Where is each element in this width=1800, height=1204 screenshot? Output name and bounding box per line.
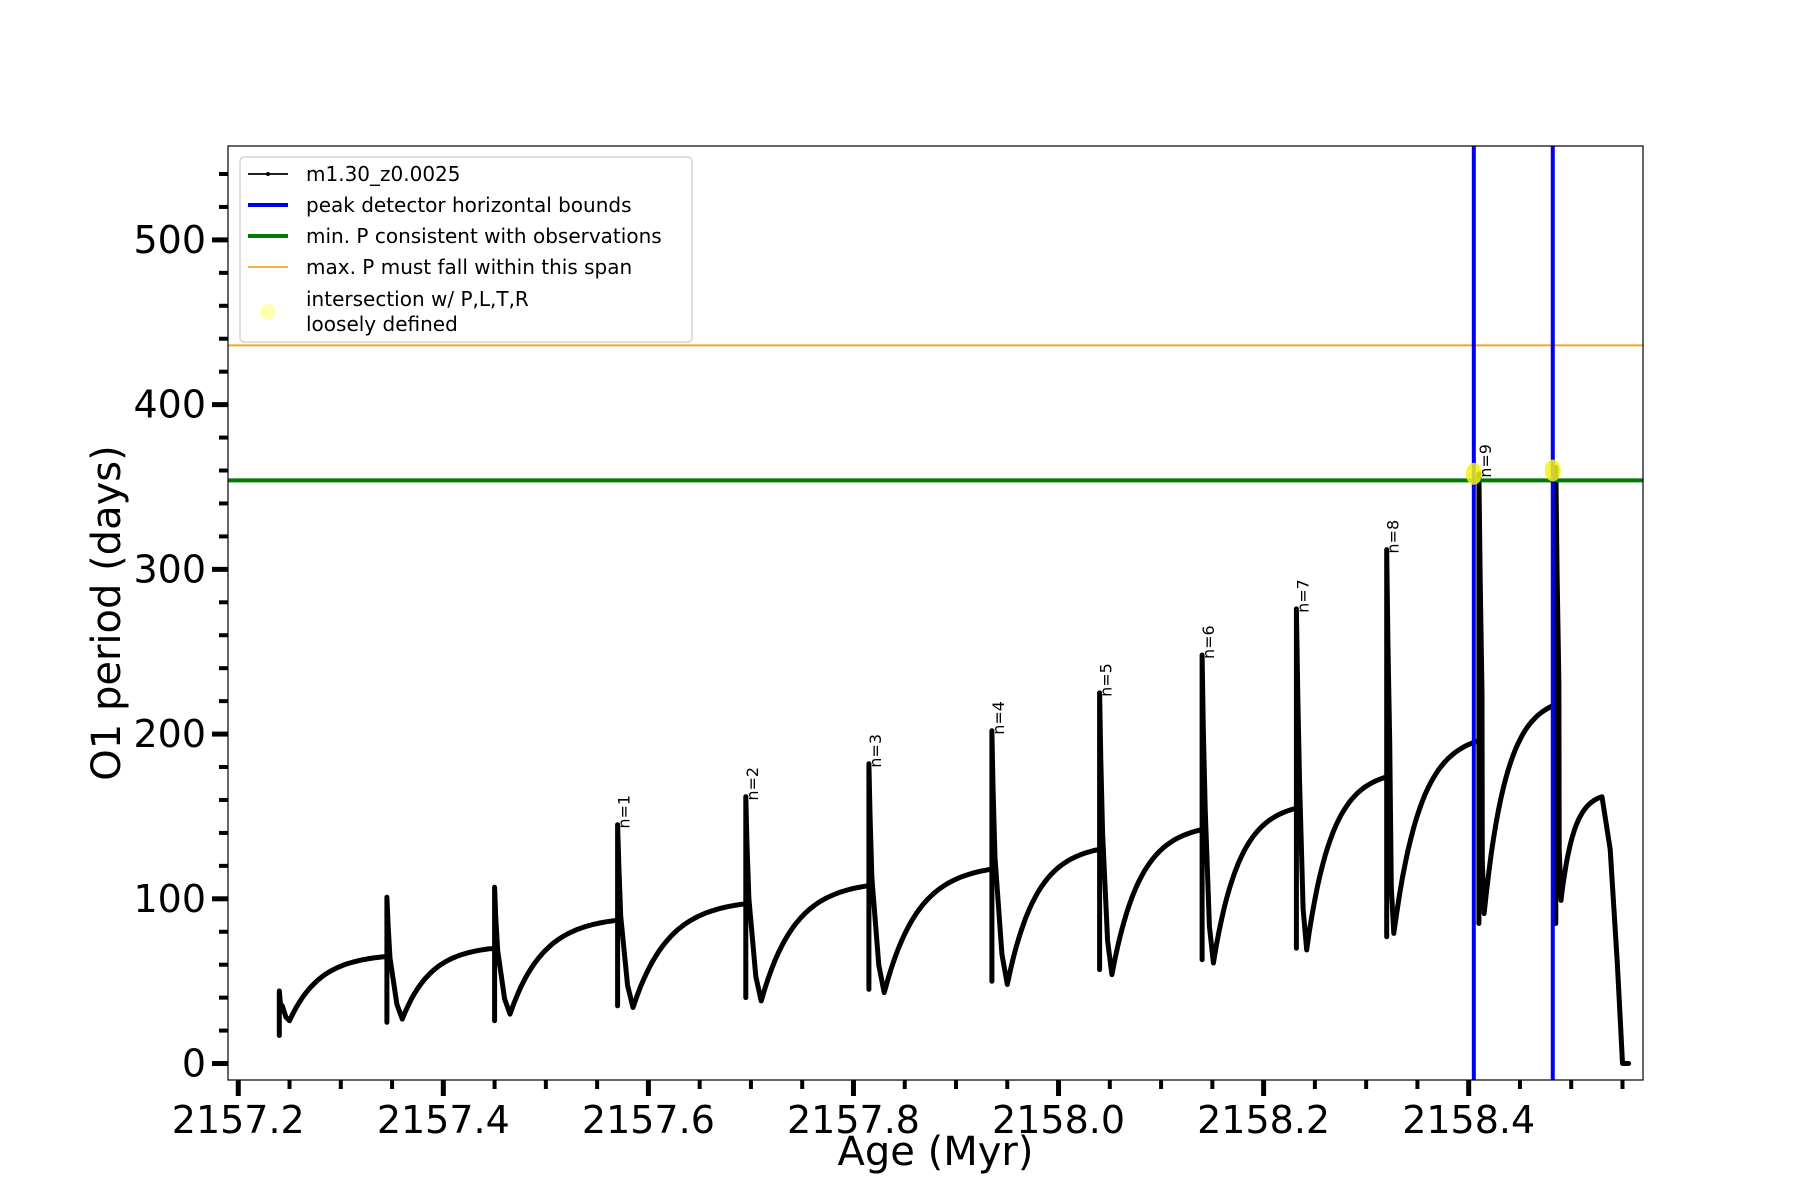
x-tick-label: 2157.4 xyxy=(377,1098,510,1142)
legend-swatch-marker xyxy=(266,172,270,176)
y-tick-label: 500 xyxy=(133,218,206,262)
legend-label: max. P must fall within this span xyxy=(306,255,632,279)
x-tick-label: 2158.2 xyxy=(1197,1098,1330,1142)
cycle-label: n=5 xyxy=(1097,663,1116,697)
legend-box xyxy=(239,156,693,343)
cycle-label: n=1 xyxy=(615,795,634,829)
cycle-label: n=8 xyxy=(1384,520,1403,554)
y-axis-title: O1 period (days) xyxy=(84,445,130,780)
x-axis-title: Age (Myr) xyxy=(838,1129,1034,1175)
plot-frame xyxy=(227,145,1644,1081)
y-tick-label: 400 xyxy=(133,383,206,427)
series-line xyxy=(276,464,1632,1066)
x-tick-label: 2158.0 xyxy=(992,1098,1125,1142)
x-tick-label: 2157.2 xyxy=(172,1098,305,1142)
axes-layer: 2157.2 2157.4 2157.6 2157.8 2158.0 2158.2 2158… xyxy=(133,172,1625,1142)
x-tick-label: 2157.6 xyxy=(582,1098,715,1142)
legend-label: m1.30_z0.0025 xyxy=(306,162,461,186)
x-tick-label: 2157.8 xyxy=(787,1098,920,1142)
x-tick-label: 2158.4 xyxy=(1402,1098,1535,1142)
y-tick-label: 300 xyxy=(133,547,206,591)
intersection-point-2 xyxy=(1544,459,1561,482)
cycle-label: n=2 xyxy=(743,767,762,801)
reference-lines-layer xyxy=(228,146,1643,1080)
legend-label: peak detector horizontal bounds xyxy=(306,193,632,217)
legend-swatch-dot xyxy=(260,304,276,320)
y-tick-label: 200 xyxy=(133,712,206,756)
y-tick-label: 0 xyxy=(182,1042,206,1086)
cycle-label: n=6 xyxy=(1199,625,1218,659)
cycle-label: n=4 xyxy=(989,701,1008,735)
legend-label: intersection w/ P,L,T,R xyxy=(306,287,529,311)
cycle-label: n=7 xyxy=(1293,579,1312,613)
legend-label: min. P consistent with observations xyxy=(306,224,662,248)
legend-label: loosely defined xyxy=(306,312,458,336)
y-tick-label: 100 xyxy=(133,877,206,921)
cycle-label: n=3 xyxy=(866,734,885,768)
intersection-layer xyxy=(1465,459,1561,485)
cycle-label: n=9 xyxy=(1476,444,1495,478)
annotation-layer: n=1 n=2 n=3 n=4 n=5 n=6 n=7 n=8 n=9 xyxy=(615,444,1495,829)
series-layer xyxy=(276,464,1632,1066)
intersection-point-1 xyxy=(1465,462,1482,485)
